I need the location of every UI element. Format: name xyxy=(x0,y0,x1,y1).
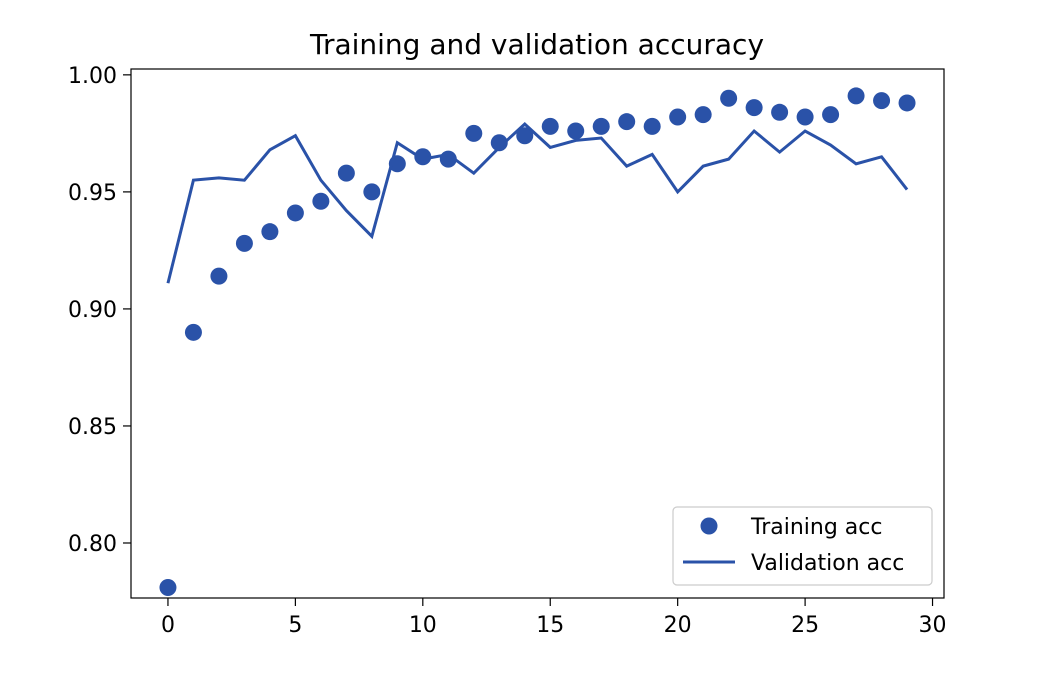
plot-frame xyxy=(130,68,945,599)
legend: Training acc Validation acc xyxy=(672,506,933,586)
x-tick-label: 25 xyxy=(791,613,819,638)
legend-box xyxy=(672,506,933,586)
validation-acc-line xyxy=(166,121,909,284)
x-tick-label: 0 xyxy=(161,613,175,638)
training-acc-point xyxy=(363,183,381,201)
x-tick-label: 15 xyxy=(536,613,564,638)
training-acc-point xyxy=(465,124,483,142)
y-tick-label: 1.00 xyxy=(68,64,117,89)
training-acc-point xyxy=(745,99,763,117)
chart-title: Training and validation accuracy xyxy=(309,28,764,61)
training-acc-point xyxy=(286,204,304,222)
training-acc-point xyxy=(210,267,228,285)
plot-area: 0 5 10 15 20 25 30 0.80 0.85 0.90 0.95 1.00 xyxy=(68,64,947,638)
training-acc-point xyxy=(720,89,738,107)
legend-training-label: Training acc xyxy=(750,515,882,540)
training-acc-point xyxy=(618,113,636,131)
training-acc-point xyxy=(490,134,508,152)
training-acc-point xyxy=(771,103,789,121)
training-acc-point xyxy=(694,106,712,124)
y-tick-label: 0.85 xyxy=(68,415,117,440)
training-acc-point xyxy=(235,234,253,252)
y-tick-label: 0.90 xyxy=(68,298,117,323)
x-tick-label: 30 xyxy=(919,613,947,638)
training-acc-point xyxy=(184,323,202,341)
x-tick-label: 5 xyxy=(288,613,302,638)
legend-training-marker xyxy=(700,517,718,535)
training-acc-point xyxy=(822,106,840,124)
x-tick-label: 20 xyxy=(664,613,692,638)
training-acc-point xyxy=(796,108,814,126)
training-acc-point xyxy=(337,164,355,182)
training-acc-point xyxy=(898,94,916,112)
training-acc-point xyxy=(414,148,432,166)
y-tick-label: 0.80 xyxy=(68,532,117,557)
training-acc-point xyxy=(567,122,585,140)
y-tick-label: 0.95 xyxy=(68,181,117,206)
training-acc-point xyxy=(312,192,330,210)
training-acc-point xyxy=(159,578,177,596)
legend-validation-label: Validation acc xyxy=(751,551,904,576)
training-acc-point xyxy=(261,223,279,241)
training-acc-point xyxy=(592,117,610,135)
training-acc-point xyxy=(643,117,661,135)
training-acc-point xyxy=(541,117,559,135)
training-acc-point xyxy=(873,92,891,110)
training-acc-point xyxy=(669,108,687,126)
training-acc-point xyxy=(847,87,865,105)
x-tick-label: 10 xyxy=(409,613,437,638)
training-acc-point xyxy=(516,127,534,145)
